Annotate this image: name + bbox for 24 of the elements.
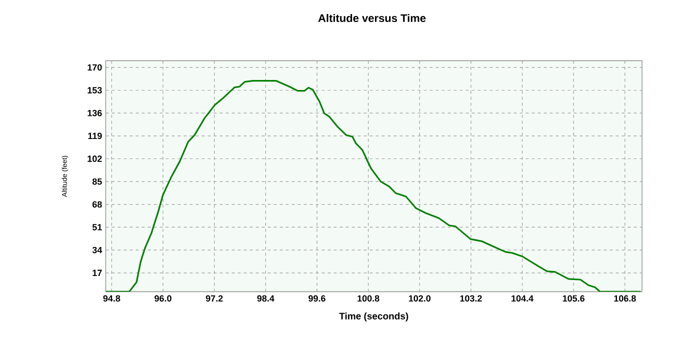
line-series (106, 80, 642, 292)
x-tick-label: 97.2 (206, 295, 223, 302)
y-tick-label: 102 (88, 156, 102, 162)
x-tick-label: 99.6 (308, 295, 326, 302)
y-tick-label: 68 (92, 201, 102, 208)
y-tick-label: 51 (92, 224, 102, 230)
x-tick-label: 94.8 (103, 295, 120, 302)
x-tick-label: 105.6 (562, 295, 585, 302)
x-tick-label: 102.0 (408, 295, 431, 302)
x-tick-label: 104.4 (512, 295, 534, 302)
x-tick-label: 98.4 (257, 295, 274, 302)
y-tick-label: 34 (92, 246, 102, 254)
x-tick-label: 106.8 (614, 295, 636, 302)
y-tick-label: 170 (88, 64, 102, 71)
y-tick-label: 136 (88, 110, 102, 116)
x-tick-label: 96.0 (154, 295, 172, 302)
y-tick-label: 119 (88, 132, 102, 140)
x-tick-label: 100.8 (358, 295, 380, 302)
y-tick-label: 153 (88, 87, 102, 94)
y-tick-label: 17 (92, 270, 102, 276)
y-tick-label: 85 (92, 178, 102, 185)
chart-title: Altitude versus Time (318, 14, 426, 22)
x-tick-label: 103.2 (460, 295, 482, 302)
x-axis-title: Time (seconds) (339, 312, 408, 322)
